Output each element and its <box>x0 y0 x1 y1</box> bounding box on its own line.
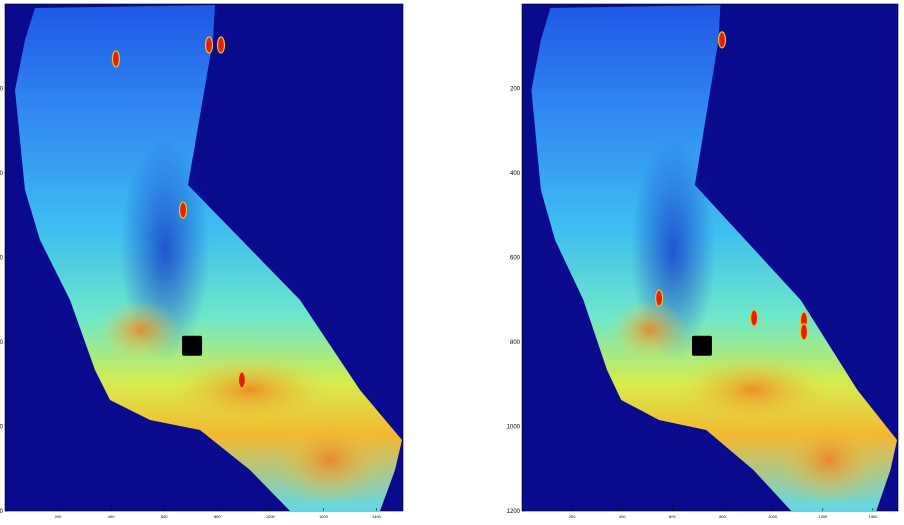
target-square <box>182 336 202 356</box>
map-panel: 200 400 600 800 1000 1200 200 400 600 800 1000 1200… <box>0 4 403 519</box>
x-tick-label: 1200 <box>818 514 828 519</box>
y-tick-label: 800 <box>510 340 521 346</box>
site-marker <box>238 372 245 388</box>
target-square <box>692 336 712 356</box>
y-tick-label: 200 <box>0 87 4 93</box>
x-tick-label: 1200 <box>319 514 329 519</box>
x-tick-label: 1400 <box>372 514 382 519</box>
site-marker <box>217 37 224 53</box>
x-tick-label: 1400 <box>868 514 878 519</box>
site-marker <box>719 32 726 48</box>
map-panel: 200 400 600 800 1000 1200 200 400 600 800 1000 1200… <box>507 4 898 519</box>
site-marker <box>180 202 187 218</box>
x-tick-label: 600 <box>669 514 676 519</box>
site-marker <box>112 51 119 67</box>
y-tick-label: 200 <box>510 87 521 93</box>
y-tick-label: 800 <box>0 340 4 346</box>
site-marker <box>206 37 213 53</box>
x-tick-label: 800 <box>719 514 726 519</box>
x-tick-label: 800 <box>214 514 221 519</box>
site-marker <box>656 290 663 306</box>
y-tick-label: 1200 <box>507 509 521 515</box>
figure: 200 400 600 800 1000 1200 200 400 600 800 1000 1200… <box>0 0 904 520</box>
x-tick-label: 400 <box>619 514 626 519</box>
y-tick-label: 600 <box>510 256 521 262</box>
y-tick-label: 400 <box>0 171 4 177</box>
x-tick-label: 200 <box>55 514 62 519</box>
x-tick-label: 1000 <box>768 514 778 519</box>
site-marker <box>801 324 808 340</box>
y-tick-label: 1000 <box>0 425 4 431</box>
y-tick-label: 600 <box>0 256 4 262</box>
y-tick-label: 400 <box>510 171 521 177</box>
y-tick-label: 1200 <box>0 509 4 515</box>
x-tick-label: 1000 <box>266 514 276 519</box>
x-tick-label: 600 <box>161 514 168 519</box>
x-tick-label: 400 <box>108 514 115 519</box>
x-tick-label: 200 <box>569 514 576 519</box>
site-marker <box>751 310 758 326</box>
y-tick-label: 1000 <box>507 425 521 431</box>
